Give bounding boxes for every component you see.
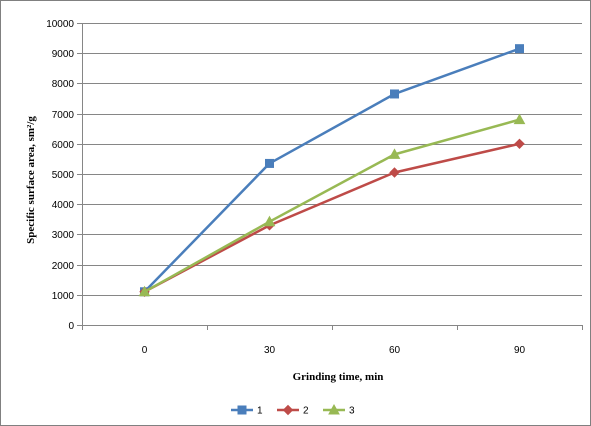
data-point-3-3 xyxy=(513,113,526,125)
legend-label: 2 xyxy=(303,406,309,417)
y-tick-label: 7000 xyxy=(52,110,75,121)
y-tick-label: 4000 xyxy=(52,200,75,211)
legend-label: 3 xyxy=(349,406,355,417)
x-tick-label: 0 xyxy=(142,345,148,356)
data-point-1-1 xyxy=(265,158,274,168)
x-axis-title: Grinding time, min xyxy=(293,371,384,383)
y-tick-label: 1000 xyxy=(52,291,75,302)
legend-swatch-marker xyxy=(237,405,247,415)
legend-swatch-marker xyxy=(328,403,340,415)
series-group xyxy=(138,44,526,297)
legend-item-3: 3 xyxy=(323,403,355,417)
y-tick-label: 0 xyxy=(68,321,74,332)
data-point-3-1 xyxy=(263,215,276,227)
axes: 0 1000 2000 3000 4000 5000 6000 7000 8000 9000 100… xyxy=(46,19,583,356)
legend-label: 1 xyxy=(257,406,263,417)
data-point-1-3 xyxy=(515,44,524,54)
x-tick-label: 90 xyxy=(514,345,526,356)
y-tick-label: 8000 xyxy=(52,79,75,90)
data-point-3-0 xyxy=(138,285,151,297)
y-tick-label: 2000 xyxy=(52,261,75,272)
x-tick-label: 30 xyxy=(264,345,276,356)
gridlines xyxy=(82,23,582,296)
y-tick-label: 6000 xyxy=(52,140,75,151)
data-point-2-3 xyxy=(514,138,525,150)
data-point-1-2 xyxy=(390,89,399,99)
y-axis-title: Specific surface area, sm²/g xyxy=(25,116,37,244)
legend-item-2: 2 xyxy=(277,404,309,417)
y-tick-label: 10000 xyxy=(46,19,74,30)
series-line-3 xyxy=(143,118,520,293)
legend-swatch-marker xyxy=(282,404,294,416)
series-3 xyxy=(138,113,526,297)
y-tick-label: 3000 xyxy=(52,230,75,241)
y-tick-label: 5000 xyxy=(52,170,75,181)
data-point-3-2 xyxy=(388,148,401,159)
legend-item-1: 1 xyxy=(231,405,263,417)
series-line-1 xyxy=(143,47,520,293)
data-point-2-2 xyxy=(389,167,400,178)
x-tick-label: 60 xyxy=(389,345,401,356)
y-tick-label: 9000 xyxy=(52,49,75,60)
legend: 1 2 3 xyxy=(231,403,355,417)
series-line-2 xyxy=(143,142,520,293)
